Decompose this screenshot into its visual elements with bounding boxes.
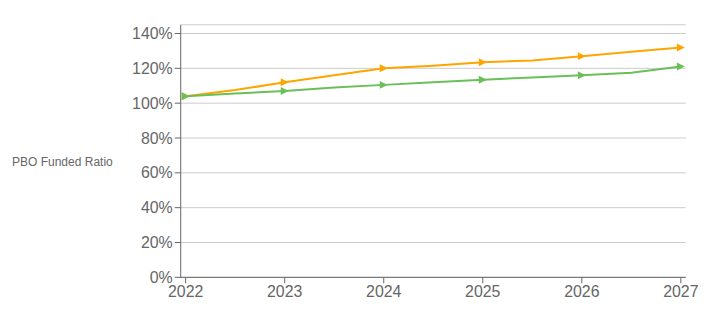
svg-text:2025: 2025: [465, 283, 501, 300]
svg-text:0%: 0%: [150, 269, 173, 286]
svg-text:2023: 2023: [267, 283, 303, 300]
svg-text:2026: 2026: [564, 283, 600, 300]
svg-text:2024: 2024: [366, 283, 402, 300]
svg-text:2022: 2022: [168, 283, 204, 300]
svg-text:100%: 100%: [132, 95, 173, 112]
svg-text:120%: 120%: [132, 60, 173, 77]
svg-text:80%: 80%: [141, 130, 173, 147]
svg-text:40%: 40%: [141, 199, 173, 216]
svg-text:60%: 60%: [141, 164, 173, 181]
svg-text:20%: 20%: [141, 234, 173, 251]
svg-text:140%: 140%: [132, 25, 173, 42]
html-text:PBO Funded Ratio: PBO Funded Ratio: [12, 155, 113, 169]
svg-text:2027: 2027: [663, 283, 699, 300]
